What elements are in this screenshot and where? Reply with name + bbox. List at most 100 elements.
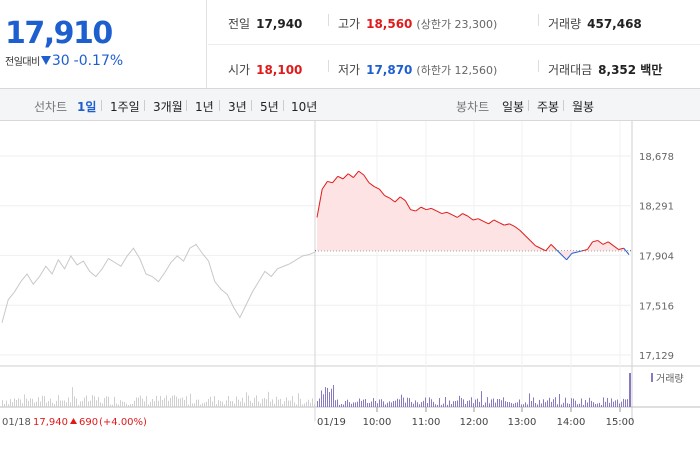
volume-bar-today	[407, 397, 408, 407]
volume-bar-today	[575, 400, 576, 407]
tab-monthly-candle[interactable]: 월봉	[572, 100, 595, 114]
volume-bar-today	[613, 401, 614, 407]
volume-bar-prev	[54, 404, 55, 407]
volume-bar-today	[359, 398, 360, 407]
volume-bar-prev	[148, 404, 149, 407]
tab-10-years[interactable]: 10년	[291, 100, 318, 114]
volume-bar-prev	[186, 396, 187, 407]
today-line-segment	[555, 249, 562, 256]
volume-bar-prev	[56, 400, 57, 407]
volume-bar-today	[447, 404, 448, 407]
volume-bar-today	[483, 404, 484, 407]
volume-bar-today	[557, 404, 558, 407]
volume-bar-today	[601, 404, 602, 407]
volume-bar-prev	[216, 404, 217, 407]
volume-bar-today	[583, 404, 584, 407]
today-line-segment	[623, 247, 630, 255]
row-divider	[208, 44, 700, 45]
tab-divider	[283, 100, 284, 111]
tab-1-day[interactable]: 1일	[77, 100, 97, 114]
volume-bar-today	[363, 399, 364, 407]
volume-bar-prev	[206, 401, 207, 407]
volume-bar-today	[491, 399, 492, 407]
volume-bar-prev	[12, 402, 13, 407]
today-line-segment	[436, 210, 443, 215]
today-line-segment	[347, 173, 354, 178]
tab-divider	[251, 100, 252, 111]
today-line-segment	[420, 206, 427, 211]
today-line-segment	[394, 196, 401, 203]
volume-bar-prev	[140, 395, 141, 407]
tab-weekly-candle[interactable]: 주봉	[537, 100, 560, 114]
volume-bar-prev	[292, 396, 293, 407]
intraday-price-chart: 18,678 18,291 17,904 17,516 17,129 10:00 11:00…	[0, 121, 700, 450]
volume-bar-today	[385, 404, 386, 407]
change-label: 전일대비	[5, 57, 40, 68]
volume-bar-today	[453, 401, 454, 407]
volume-bar-today	[495, 402, 496, 407]
volume-bar-today	[485, 402, 486, 407]
volume-bar-prev	[248, 395, 249, 407]
tab-1-year[interactable]: 1년	[195, 100, 214, 114]
volume-bar-today	[329, 392, 330, 407]
volume-bar-today	[427, 403, 428, 407]
volume-bar-prev	[294, 402, 295, 407]
volume-bar-prev	[106, 396, 107, 407]
volume-bar-prev	[132, 403, 133, 407]
volume-bar-prev	[258, 401, 259, 407]
today-line-segment	[321, 181, 328, 190]
tab-divider	[563, 100, 564, 111]
volume-bars	[2, 373, 631, 407]
stat-amount: 거래대금 8,352 백만	[548, 63, 663, 77]
volume-bar-prev	[100, 402, 101, 407]
volume-bar-prev	[10, 399, 11, 407]
candle-chart-label: 봉차트	[456, 100, 490, 114]
volume-bar-prev	[64, 400, 65, 407]
volume-bar-today	[461, 397, 462, 407]
volume-bar-today	[357, 401, 358, 407]
volume-bar-prev	[50, 398, 51, 407]
volume-bar-prev	[92, 395, 93, 407]
volume-bar-prev	[220, 400, 221, 407]
volume-bar-prev	[72, 387, 73, 407]
volume-bar-prev	[266, 399, 267, 407]
volume-bar-prev	[44, 396, 45, 407]
volume-bar-prev	[306, 401, 307, 407]
today-line-segment	[597, 240, 604, 245]
volume-bar-prev	[82, 401, 83, 407]
tab-1-week[interactable]: 1주일	[110, 100, 140, 114]
tab-divider	[101, 100, 102, 111]
volume-bar-prev	[32, 398, 33, 407]
volume-bar-prev	[298, 393, 299, 407]
volume-bar-prev	[202, 403, 203, 407]
tab-daily-candle[interactable]: 일봉	[502, 100, 525, 114]
volume-bar-prev	[214, 396, 215, 407]
volume-bar-prev	[78, 404, 79, 407]
volume-bar-prev	[304, 403, 305, 407]
volume-bar-today	[419, 404, 420, 407]
volume-bar-today	[457, 400, 458, 407]
volume-bar-today	[609, 402, 610, 407]
tab-divider	[219, 100, 220, 111]
volume-bar-today	[323, 394, 324, 407]
divider	[328, 60, 329, 72]
volume-bar-prev	[104, 398, 105, 407]
tab-5-years[interactable]: 5년	[260, 100, 279, 114]
volume-bar-prev	[112, 404, 113, 407]
volume-bar-prev	[268, 391, 269, 407]
volume-bar-today	[521, 404, 522, 407]
today-line-segment	[415, 206, 422, 212]
volume-bar-today	[347, 399, 348, 407]
volume-bar-today	[477, 398, 478, 407]
tab-3-years[interactable]: 3년	[228, 100, 247, 114]
volume-bar-today	[499, 399, 500, 407]
volume-bar-today	[469, 400, 470, 407]
time-label: 14:00	[557, 417, 586, 428]
volume-bar-prev	[194, 403, 195, 407]
volume-bar-today	[629, 373, 631, 407]
tab-3-months[interactable]: 3개월	[153, 100, 183, 114]
volume-bar-prev	[182, 397, 183, 407]
today-line-segment	[472, 218, 479, 221]
volume-bar-prev	[48, 400, 49, 407]
volume-bar-prev	[134, 400, 135, 407]
